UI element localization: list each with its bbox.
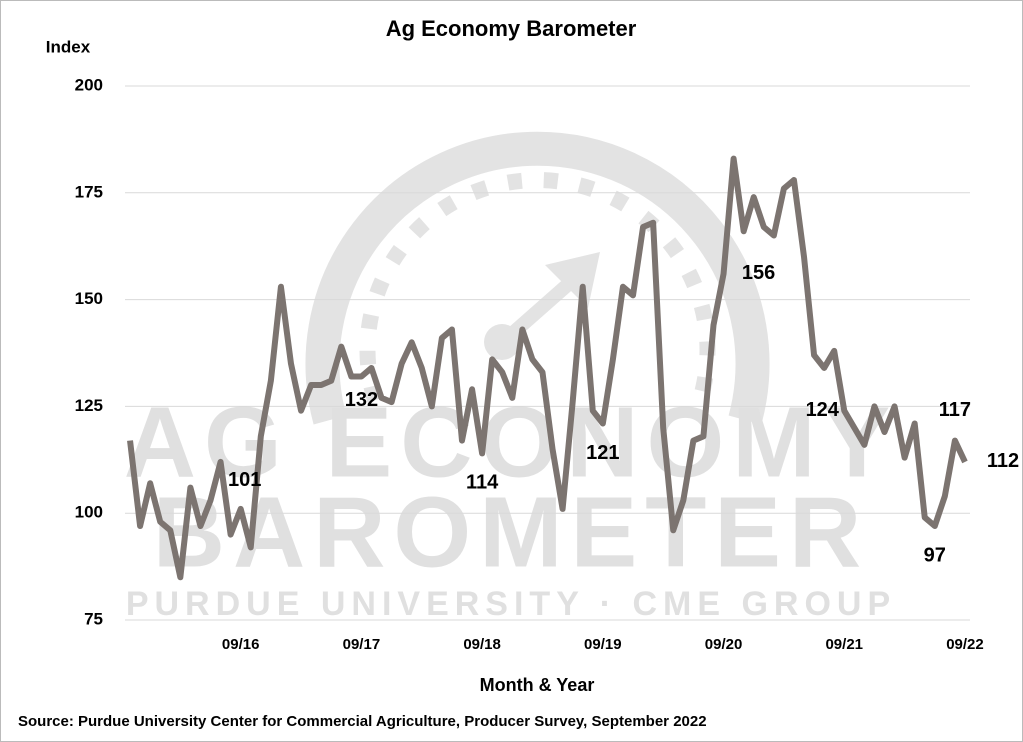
y-tick-label: 125 bbox=[75, 396, 103, 415]
x-tick-label: 09/18 bbox=[463, 636, 501, 653]
x-tick-label: 09/20 bbox=[705, 636, 743, 653]
y-tick-label: 200 bbox=[75, 75, 103, 94]
x-tick-label: 09/21 bbox=[825, 636, 863, 653]
x-tick-label: 09/16 bbox=[222, 636, 260, 653]
data-label: 114 bbox=[466, 472, 499, 494]
data-label: 101 bbox=[228, 469, 261, 491]
watermark-text: PURDUE UNIVERSITY · CME GROUP bbox=[126, 585, 896, 623]
data-label: 132 bbox=[345, 389, 378, 411]
data-label: 156 bbox=[742, 262, 775, 284]
x-tick-label: 09/22 bbox=[946, 636, 984, 653]
source-note: Source: Purdue University Center for Com… bbox=[18, 713, 707, 730]
data-label: 117 bbox=[939, 399, 971, 421]
data-label: 124 bbox=[806, 399, 840, 421]
data-line bbox=[127, 155, 968, 581]
y-tick-label: 100 bbox=[75, 503, 103, 522]
y-tick-label: 175 bbox=[75, 182, 103, 201]
y-tick-label: 75 bbox=[84, 609, 103, 628]
x-axis-title: Month & Year bbox=[480, 675, 595, 695]
y-tick-label: 150 bbox=[75, 289, 103, 308]
chart-title: Ag Economy Barometer bbox=[386, 16, 637, 41]
data-label: 121 bbox=[586, 442, 619, 464]
data-label: 97 bbox=[924, 544, 946, 566]
data-label: 112 bbox=[987, 450, 1019, 472]
x-tick-label: 09/19 bbox=[584, 636, 622, 653]
x-tick-label: 09/17 bbox=[343, 636, 381, 653]
watermark-text: BAROMETER bbox=[153, 476, 869, 588]
y-axis-title: Index bbox=[46, 37, 91, 56]
watermark-text: AG ECONOMY bbox=[124, 386, 898, 498]
